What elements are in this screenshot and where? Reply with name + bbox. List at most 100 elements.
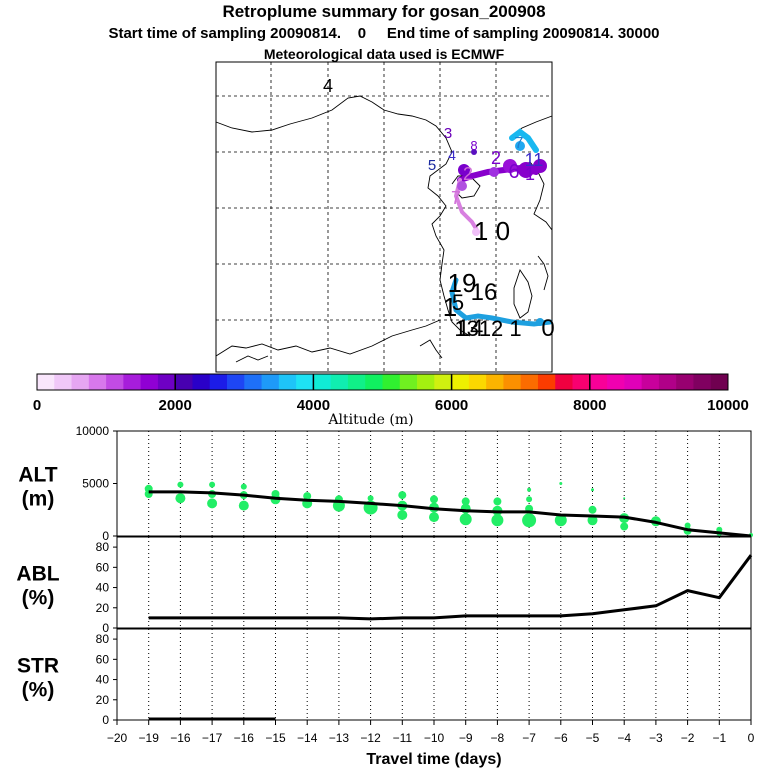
coastline-china [427,169,471,337]
colorbar-swatch [71,374,90,390]
scatter-point [493,497,502,506]
colorbar-swatch [537,374,556,390]
border-line [215,319,441,357]
colorbar-swatch [347,374,366,390]
colorbar-swatch [106,374,124,390]
plume-track-south [449,277,553,327]
colorbar-swatch [157,374,176,390]
colorbar-swatch [296,374,314,390]
colorbar-frame [36,373,729,391]
x-tick-label: −11 [393,731,413,745]
colorbar-swatch [88,374,107,390]
colorbar-swatch [261,374,280,390]
met-data-text: Meteorological data used is ECMWF [263,46,505,62]
y-axis-label: (m) [22,488,55,511]
x-tick-label: −3 [649,731,663,745]
x-tick-label: −16 [234,731,255,745]
colorbar-swatch [123,374,142,390]
map-day-label: 2 [491,148,501,168]
map-day-label: 5 [428,157,436,174]
map-day-label: 19 [448,268,477,298]
scatter-point [207,498,218,509]
plume-track-low [453,178,480,234]
x-tick-label: −5 [586,731,600,745]
colorbar-swatch [676,374,694,390]
plume-marker [458,164,470,176]
series-line [148,554,753,621]
x-tick-label: −2 [681,731,695,745]
colorbar-swatch [520,374,539,390]
colorbar-swatch [365,374,383,390]
colorbar-swatch [693,374,712,390]
scatter-point [238,500,249,511]
colorbar-swatch [710,374,729,390]
map-day-label: 1 [525,164,535,184]
x-tick-label: −17 [202,731,223,745]
scatter-point [591,488,594,492]
coastline-shandong [451,175,481,199]
y-tick-label: 0 [102,713,109,727]
colorbar-swatch [503,374,522,390]
scatter-point [527,487,532,492]
x-tick-label: −9 [459,731,473,745]
scatter-point [588,505,597,514]
x-tick-label: −1 [712,731,726,745]
scatter-point [209,481,216,488]
colorbar-swatch [399,374,418,390]
y-tick-label: 80 [96,540,110,554]
map-day-label: 3 [444,125,452,142]
chart-frame [116,536,752,629]
scatter-point [522,513,537,528]
x-tick-label: −4 [617,731,631,745]
map-day-label: 16 [471,279,498,306]
y-tick-label: 10000 [76,424,110,438]
colorbar-swatch [624,374,643,390]
map-day-label: 11 [525,150,544,170]
scatter-point [623,497,626,500]
plume-marker [515,141,525,151]
x-tick-label: −6 [554,731,568,745]
sampling-time-text: Start time of sampling 20090814. 0 End t… [108,25,660,42]
colorbar-swatch [555,374,573,390]
series-line [148,490,752,538]
y-tick-label: 0 [102,621,109,635]
chart-panel-abl: 0 20 40 60 80 ABL(%) [16,536,753,635]
colorbar-swatch [658,374,677,390]
x-tick-label: −10 [424,731,445,745]
y-axis-label: (%) [22,679,55,702]
scatter-point [430,495,438,504]
y-axis-label: ABL [16,563,59,586]
colorbar-swatch [54,374,72,390]
coastline-korea [519,161,553,231]
plume-marker [503,159,517,173]
map-day-label: 2 [463,164,473,184]
plume-marker [457,181,467,191]
figure-title: Retroplume summary for gosan_200908 [222,2,546,21]
colorbar-swatch [572,374,591,390]
x-tick-label: −12 [360,731,381,745]
y-tick-label: 80 [96,632,110,646]
map-day-label: 8 [470,138,477,153]
x-axis-label: Travel time (days) [366,751,501,768]
colorbar-tick-label: 10000 [707,397,749,414]
scatter-point [559,482,563,485]
map-day-label: 7 [515,135,524,152]
x-tick-label: −19 [139,731,160,745]
colorbar-swatch [192,374,211,390]
plume-marker [536,318,544,326]
plume-marker [533,159,547,173]
colorbar-swatch [209,374,228,390]
colorbar-swatch [607,374,625,390]
scatter-point [240,483,247,490]
map-day-label: 1 [443,292,457,322]
scatter-point [554,514,567,527]
y-tick-label: 5000 [82,477,109,491]
chart-frame [116,628,752,721]
y-tick-label: 20 [96,601,110,615]
scatter-point [398,491,407,500]
plume-marker [472,228,480,236]
time-series-panels: 0500010000ALT(m)020406080ABL(%)020406080… [16,424,754,768]
scatter-point [397,510,408,520]
